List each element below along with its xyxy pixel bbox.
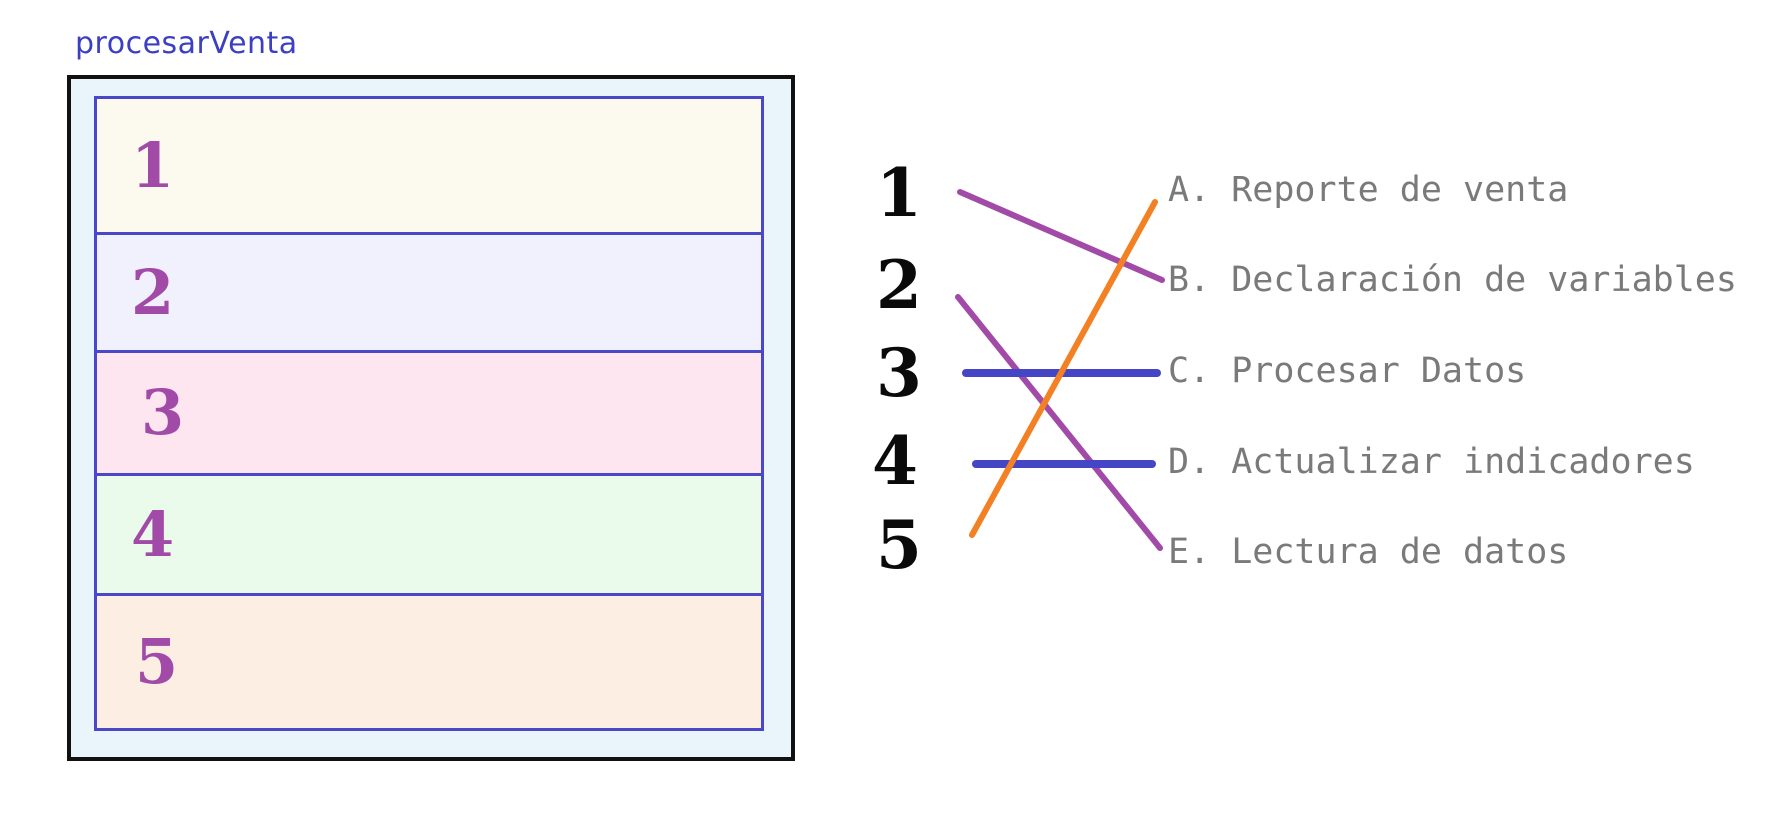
procedure-sections: 1 2 3 4 5 [94, 96, 764, 731]
match-number-2: 2 [876, 246, 922, 324]
section-number: 3 [141, 376, 185, 449]
option-b: B. Declaración de variables [1168, 260, 1737, 300]
match-number-1: 1 [876, 154, 922, 232]
section-number: 5 [135, 625, 179, 698]
section-4: 4 [97, 476, 761, 596]
match-number-5: 5 [876, 506, 922, 584]
link-1-b [957, 189, 1165, 283]
section-1: 1 [97, 99, 761, 235]
option-d: D. Actualizar indicadores [1168, 442, 1695, 482]
section-number: 4 [131, 497, 175, 571]
option-c: C. Procesar Datos [1168, 351, 1527, 391]
section-3: 3 [97, 353, 761, 476]
section-5: 5 [97, 596, 761, 728]
section-2: 2 [97, 235, 761, 353]
match-number-4: 4 [872, 422, 918, 500]
option-e: E. Lectura de datos [1168, 532, 1569, 572]
section-number: 2 [131, 255, 175, 329]
procedure-title: procesarVenta [75, 26, 298, 61]
match-number-3: 3 [876, 334, 922, 412]
section-number: 1 [131, 128, 175, 202]
link-2-e [955, 294, 1163, 551]
option-a: A. Reporte de venta [1168, 170, 1569, 210]
link-5-a [969, 199, 1158, 538]
